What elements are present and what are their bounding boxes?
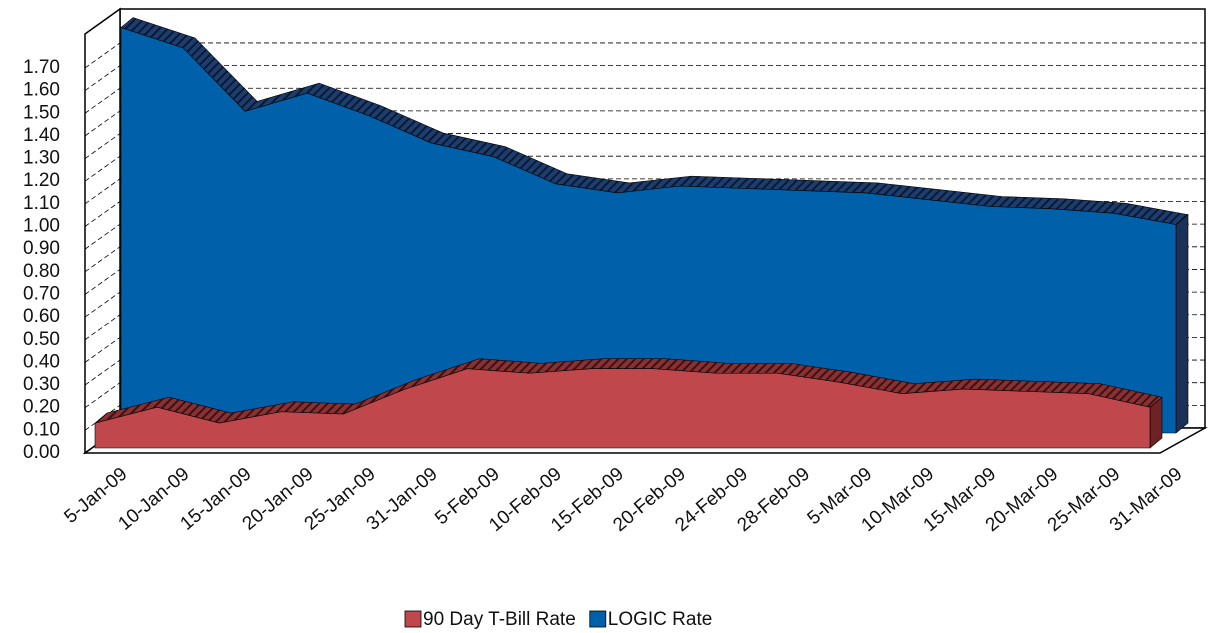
y-tick-label: 1.40 [23, 125, 60, 146]
grid-line [84, 337, 121, 363]
y-tick-label: 1.30 [23, 148, 60, 169]
legend-swatch [589, 610, 607, 628]
area-side [1175, 213, 1189, 434]
grid-line [84, 178, 121, 205]
grid-line [84, 65, 121, 91]
y-tick-label: 0.70 [23, 283, 60, 304]
y-tick-label: 0.30 [23, 374, 60, 395]
legend-label: LOGIC Rate [608, 609, 713, 630]
grid-line [84, 269, 121, 295]
grid-line [84, 359, 121, 386]
y-tick-label: 1.10 [23, 193, 60, 214]
grid-line [84, 110, 121, 137]
y-tick-label: 0.60 [23, 306, 60, 327]
y-tick-label: 1.50 [23, 102, 60, 123]
grid-line [84, 314, 121, 341]
y-tick-label: 0.90 [23, 238, 60, 259]
area [94, 368, 1151, 449]
grid-line [84, 133, 121, 159]
legend-swatch [404, 610, 422, 628]
area [120, 27, 1177, 434]
y-tick-label: 1.60 [23, 80, 60, 101]
grid-line [84, 246, 121, 273]
y-tick-label: 0.50 [23, 329, 60, 350]
grid-line [84, 291, 121, 318]
y-tick-label: 0.20 [23, 397, 60, 418]
grid-line [84, 42, 121, 69]
y-tick-label: 1.20 [23, 170, 60, 191]
grid-line [84, 382, 121, 409]
y-tick-label: 0.80 [23, 261, 60, 282]
grid-line [84, 87, 121, 114]
y-tick-label: 0.00 [23, 442, 60, 463]
grid-line [84, 155, 121, 182]
y-tick-label: 1.70 [23, 57, 60, 78]
legend-label: 90 Day T-Bill Rate [423, 609, 576, 630]
y-tick-label: 0.10 [23, 419, 60, 440]
grid-line [84, 223, 121, 250]
y-tick-label: 0.40 [23, 351, 60, 372]
y-tick-label: 1.00 [23, 216, 60, 237]
grid-line [84, 405, 121, 431]
grid-line [84, 201, 121, 227]
